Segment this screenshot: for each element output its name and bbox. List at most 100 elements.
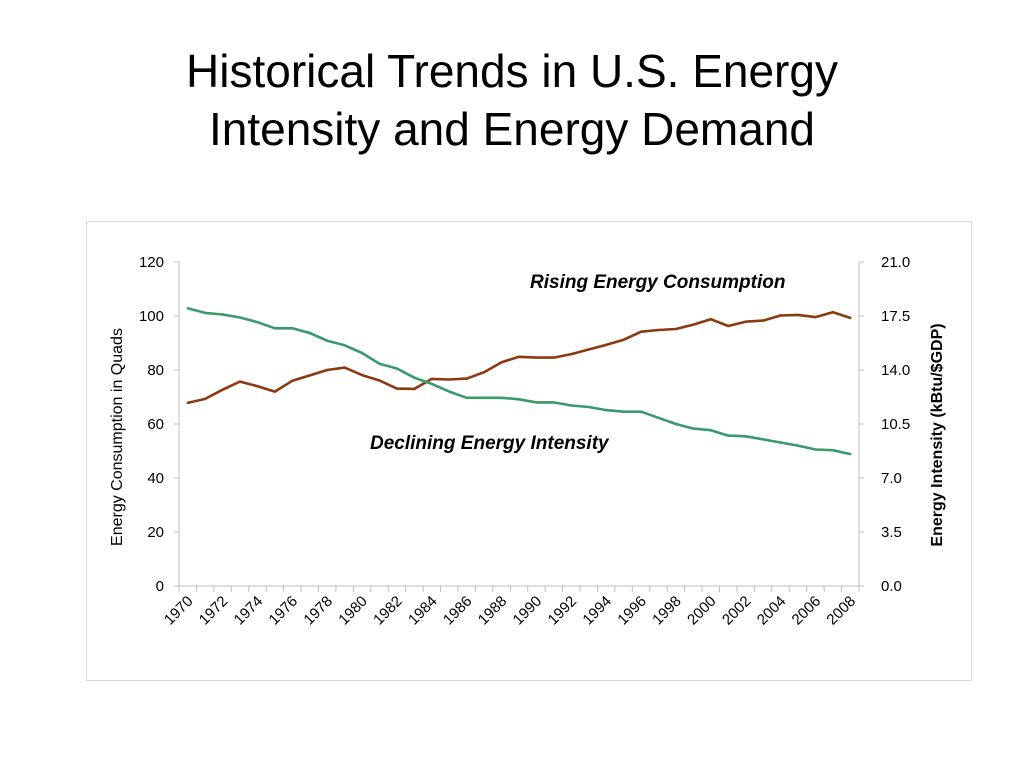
y2-tick-label: 17.5 <box>881 308 910 325</box>
intensity-point <box>727 434 730 437</box>
consumption-point <box>849 316 852 320</box>
intensity-point <box>849 452 852 456</box>
intensity-point <box>203 311 207 315</box>
annotation-rising-consumption: Rising Energy Consumption <box>530 272 785 293</box>
x-tick-label: 1992 <box>545 593 581 629</box>
intensity-point <box>430 382 434 386</box>
consumption-point <box>831 311 835 314</box>
x-tick-label: 2002 <box>719 593 755 629</box>
x-tick-label: 1970 <box>161 593 197 629</box>
intensity-point <box>570 404 573 407</box>
intensity-point <box>796 444 800 447</box>
consumption-point <box>221 388 224 391</box>
consumption-point <box>448 378 451 381</box>
x-tick-label: 1994 <box>579 593 615 629</box>
y2-tick-label: 3.5 <box>881 524 902 541</box>
consumption-point <box>535 356 538 359</box>
consumption-point <box>482 370 486 374</box>
consumption-point <box>378 379 381 382</box>
consumption-point <box>587 348 590 351</box>
intensity-point <box>622 410 625 413</box>
intensity-point <box>779 441 782 444</box>
consumption-point <box>413 387 416 391</box>
y-axis-label: Energy Consumption in Quads <box>109 328 126 546</box>
intensity-point <box>744 435 747 438</box>
intensity-point <box>761 438 765 441</box>
x-tick-label: 1980 <box>335 593 371 629</box>
annotation-declining-intensity: Declining Energy Intensity <box>370 433 610 454</box>
consumption-point <box>796 313 800 317</box>
y2-tick-label: 14.0 <box>881 362 910 379</box>
consumption-point <box>622 338 625 341</box>
x-tick-label: 1988 <box>475 593 511 629</box>
y2-axis-label: Energy Intensity (kBtu/$GDP) <box>929 323 946 546</box>
intensity-point <box>448 390 451 393</box>
consumption-point <box>326 368 329 372</box>
intensity-point <box>308 331 311 335</box>
consumption-point <box>343 366 346 369</box>
intensity-point <box>273 327 277 330</box>
consumption-point <box>744 320 747 323</box>
title-line-2: Intensity and Energy Demand <box>208 103 816 155</box>
intensity-point <box>186 307 189 310</box>
x-tick-label: 1986 <box>440 593 476 629</box>
intensity-point <box>378 362 381 366</box>
y2-tick-label: 21.0 <box>881 254 910 271</box>
x-tick-label: 2004 <box>754 593 790 629</box>
chart-frame: 0 20 40 60 80 100 120 0.0 3.5 7.0 10.5 14.0 17.5 21.0… <box>86 221 972 681</box>
intensity-point <box>814 448 817 451</box>
energy-chart: 0 20 40 60 80 100 120 0.0 3.5 7.0 10.5 14.0 17.5 21.0… <box>109 254 946 629</box>
consumption-point <box>517 355 521 358</box>
intensity-point <box>552 401 556 404</box>
x-tick-label: 1984 <box>405 593 441 629</box>
y-tick-label: 100 <box>139 308 164 325</box>
y-tick-label: 120 <box>139 254 164 271</box>
intensity-point <box>465 396 468 399</box>
x-tick-label: 1990 <box>510 593 546 629</box>
intensity-point <box>326 339 329 342</box>
consumption-point <box>395 387 399 390</box>
intensity-point <box>674 422 678 426</box>
consumption-point <box>674 327 678 331</box>
consumption-point <box>308 374 311 377</box>
consumption-point <box>430 377 434 381</box>
y-tick-label: 0 <box>156 578 164 595</box>
consumption-point <box>291 379 294 382</box>
consumption-point <box>570 352 573 356</box>
intensity-point <box>395 367 399 370</box>
consumption-point <box>709 318 712 321</box>
consumption-point <box>657 328 660 332</box>
y-tick-label: 60 <box>147 416 164 433</box>
intensity-point <box>238 316 242 319</box>
consumption-point <box>779 314 782 317</box>
title-line-1: Historical Trends in U.S. Energy <box>186 45 838 97</box>
consumption-point <box>639 330 643 333</box>
intensity-point <box>343 344 346 347</box>
consumption-point <box>814 315 817 319</box>
y2-tick-label: 0.0 <box>881 578 902 595</box>
consumption-point <box>256 385 259 388</box>
x-tick-label: 1982 <box>370 593 406 629</box>
intensity-point <box>413 376 416 379</box>
y2-tick-label: 7.0 <box>881 470 902 487</box>
x-tick-label: 2008 <box>823 593 859 629</box>
intensity-point <box>360 351 364 355</box>
intensity-point <box>535 401 538 404</box>
x-tick-label: 1996 <box>614 593 650 629</box>
consumption-point <box>692 323 695 326</box>
intensity-point <box>500 396 503 399</box>
x-tick-label: 1998 <box>649 593 685 629</box>
intensity-point <box>587 405 590 409</box>
x-tick-label: 1978 <box>300 593 336 629</box>
chart-series <box>186 307 852 456</box>
intensity-point <box>221 313 224 316</box>
intensity-point <box>639 410 643 413</box>
consumption-point <box>273 390 277 393</box>
intensity-point <box>831 449 835 452</box>
intensity-point <box>256 320 259 324</box>
y-tick-label: 40 <box>147 470 164 487</box>
x-tick-label: 1972 <box>196 593 232 629</box>
slide-title: Historical Trends in U.S. Energy Intensi… <box>0 42 1024 158</box>
consumption-point <box>500 360 503 364</box>
consumption-point <box>360 373 364 377</box>
